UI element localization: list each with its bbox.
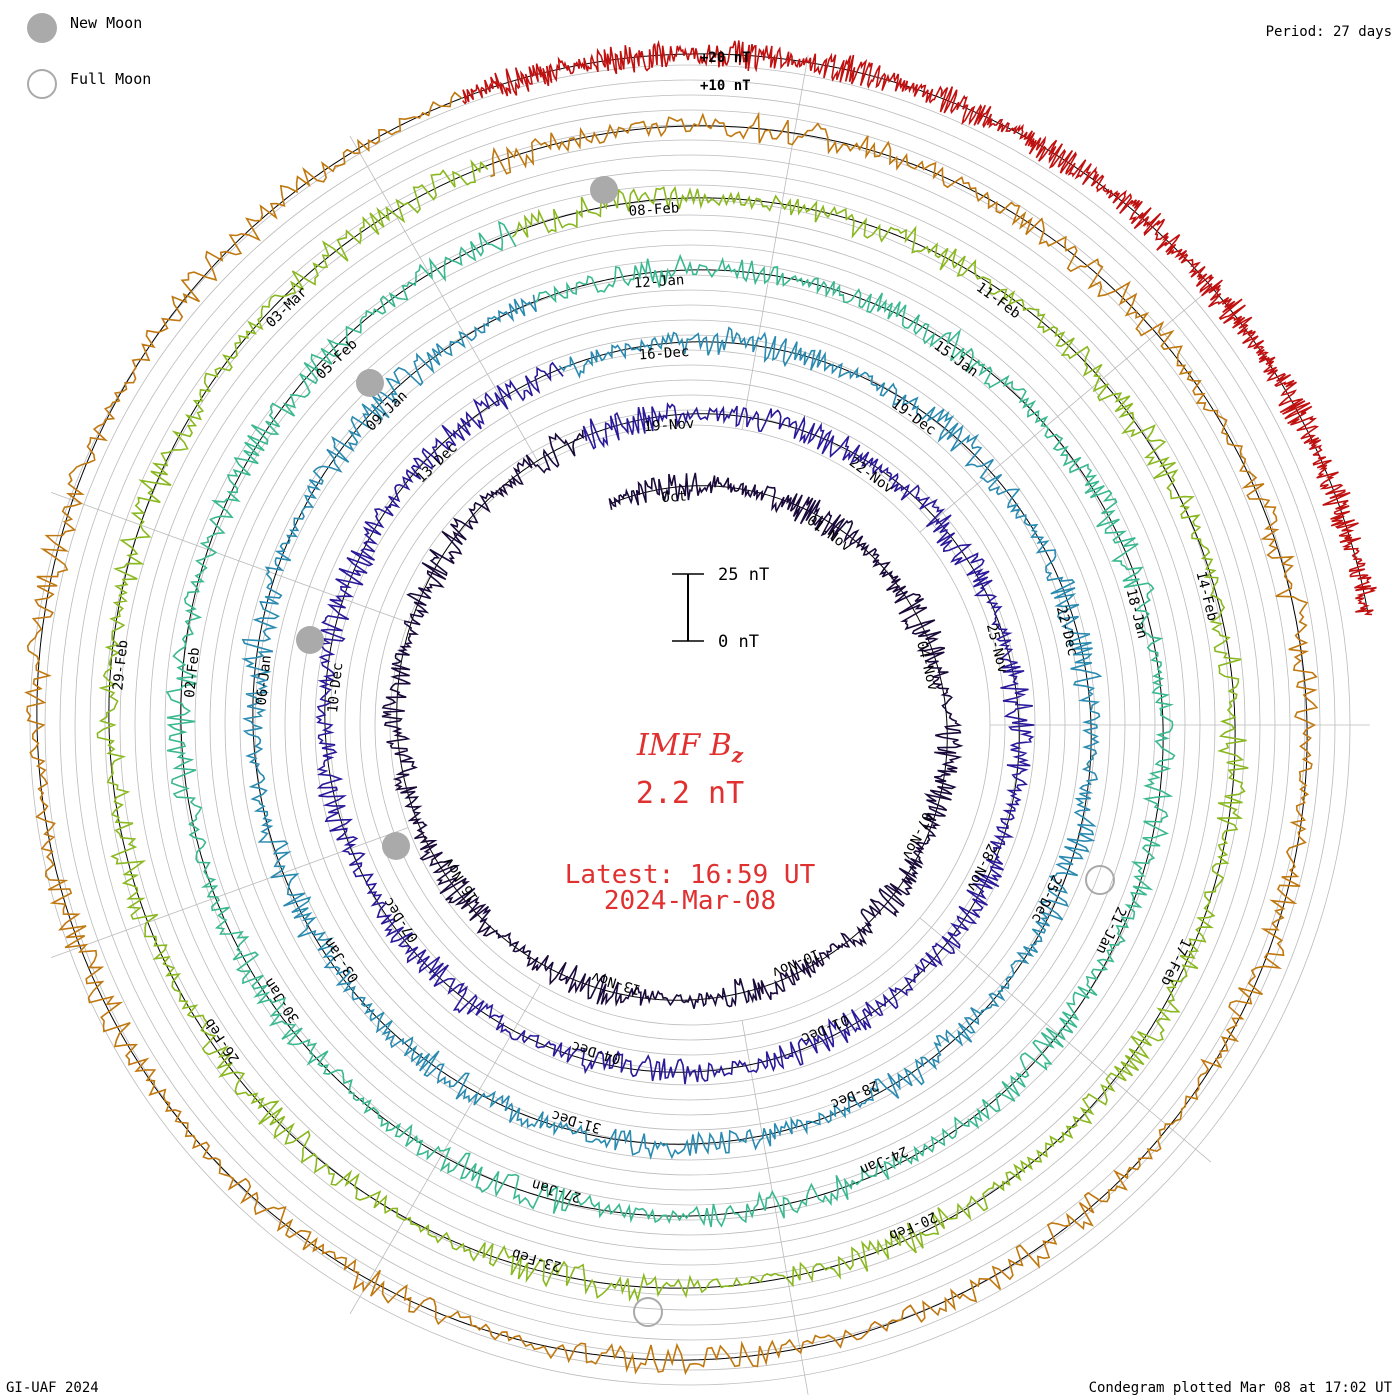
bz-trace-series-3: [165, 220, 1176, 1228]
date-label: 16-Dec: [638, 344, 690, 363]
scale-bar-bottom: 0 nT: [718, 632, 759, 652]
bz-trace-series-5: [24, 91, 1319, 1376]
new-moon-icon: [27, 13, 57, 43]
scale-label-20: +20 nT: [700, 50, 751, 66]
new-moon-marker: [590, 176, 618, 204]
date-label: 08-Feb: [628, 200, 680, 219]
full-moon-legend: [26, 68, 60, 106]
latest-time: Latest: 16:59 UT: [564, 860, 816, 890]
grid-ring: [389, 424, 991, 1026]
bz-trace-series-6: [462, 39, 1377, 616]
bz-trace-series-4: [96, 159, 1249, 1303]
baseline-ring: [108, 165, 1236, 1289]
date-label: 19-Nov: [643, 416, 695, 435]
date-label: 29-Feb: [110, 639, 131, 691]
new-moon-marker: [356, 369, 384, 397]
scale-bar-top: 25 nT: [718, 565, 769, 585]
grid-spoke: [741, 1020, 809, 1395]
date-label: 06-Jan: [254, 654, 275, 706]
grid-spoke: [919, 917, 1212, 1163]
date-label: 12-Jan: [633, 272, 685, 291]
bz-trace-series-1: [315, 361, 1035, 1085]
grid-spoke: [741, 55, 809, 430]
date-label: 28-Dec: [828, 1077, 881, 1112]
period-label: Period: 27 days: [1265, 24, 1392, 40]
grid-spoke: [919, 287, 1212, 533]
grid-layer: [29, 55, 1370, 1395]
full-moon-icon: [27, 69, 57, 99]
date-label: 13-Dec: [413, 440, 460, 487]
grid-spoke: [349, 135, 541, 466]
plotted-label: Condegram plotted Mar 08 at 17:02 UT: [1088, 1380, 1392, 1396]
baseline-ring: [252, 300, 1092, 1145]
current-value: 2.2 nT: [635, 776, 745, 811]
latest-date: 2024-Mar-08: [603, 886, 777, 916]
date-label: 03-Jan: [321, 934, 363, 985]
moon-markers-layer: [296, 176, 1115, 1327]
full-moon-marker: [633, 1297, 663, 1327]
bz-trace-series-0: [381, 429, 964, 1009]
date-label: 04-Nov: [913, 639, 941, 692]
new-moon-marker: [382, 832, 410, 860]
traces-layer: [24, 39, 1377, 1376]
grid-spoke: [50, 827, 409, 958]
date-label: 10-Nov: [769, 945, 822, 980]
grid-ring: [374, 409, 1006, 1041]
date-label: 18-Jan: [1123, 587, 1151, 640]
date-label: 01-Dec: [799, 1011, 852, 1046]
new-moon-marker: [296, 626, 324, 654]
title-main: IMF B: [636, 728, 732, 763]
full-moon-label: Full Moon: [70, 70, 152, 88]
grid-ring: [344, 379, 1036, 1071]
credit-label: GI-UAF 2024: [6, 1380, 99, 1396]
date-label: 02-Feb: [182, 647, 203, 699]
full-moon-marker: [1085, 865, 1115, 895]
new-moon-legend: [26, 12, 60, 50]
date-label: 10-Dec: [325, 662, 346, 714]
scale-bar: 25 nT 0 nT: [672, 565, 769, 652]
date-label: Oct: [661, 488, 687, 506]
grid-spoke: [50, 492, 409, 623]
new-moon-label: New Moon: [70, 14, 143, 32]
title-sub: z: [731, 743, 744, 767]
center-title: IMF Bz: [0, 728, 1380, 767]
baseline-ring: [36, 97, 1308, 1361]
date-label: 03-Mar: [263, 284, 310, 331]
scale-label-10: +10 nT: [700, 78, 751, 94]
bz-trace-series-2: [241, 294, 1103, 1161]
date-label: 20-Feb: [887, 1208, 940, 1243]
